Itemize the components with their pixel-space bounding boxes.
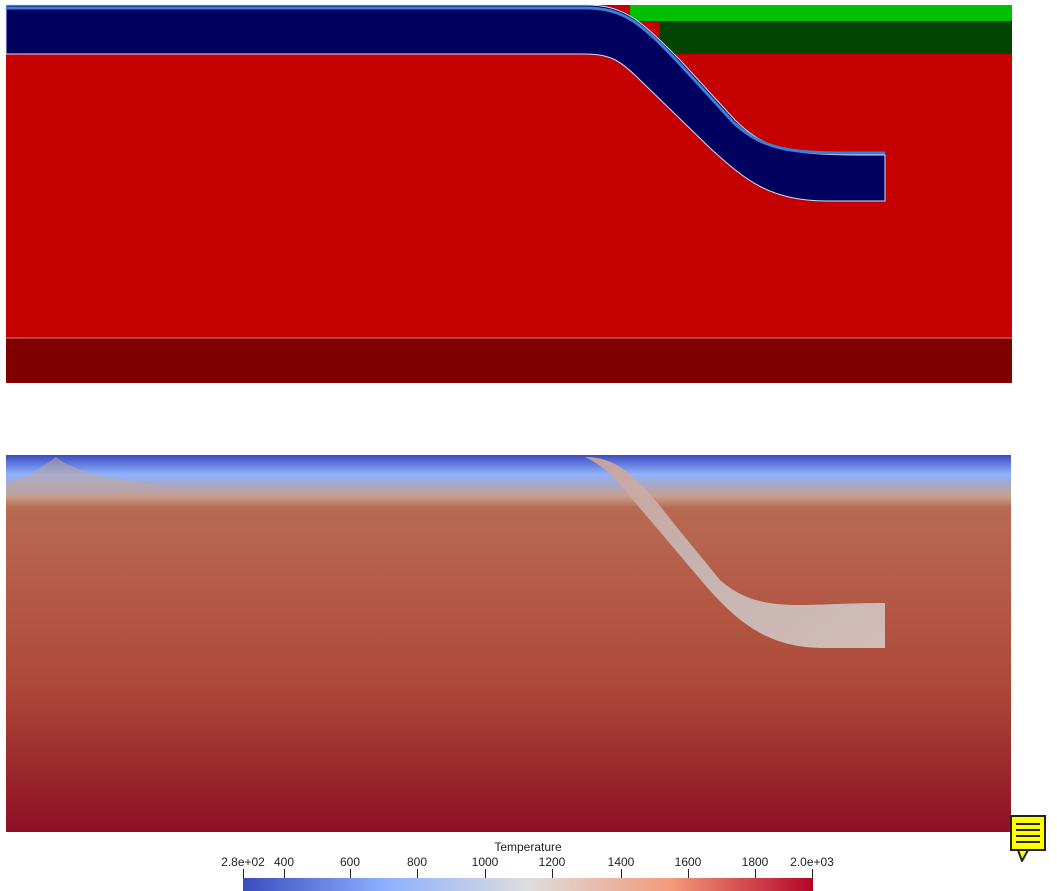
colorbar-tick-mark — [243, 869, 244, 878]
colorbar-tick-label: 2.8e+02 — [221, 855, 265, 869]
colorbar-tick-mark — [688, 869, 689, 878]
slab-region — [5, 4, 886, 202]
colorbar-tick-label: 600 — [339, 855, 361, 869]
colorbar-title: Temperature — [494, 840, 562, 854]
temperature-panel — [6, 455, 1011, 832]
colorbar-tick-mark — [485, 869, 486, 878]
colorbar-gradient — [243, 878, 813, 891]
colorbar-tick-mark — [417, 869, 418, 878]
colorbar-tick-label: 1600 — [674, 855, 702, 869]
colorbar-tick-label: 1000 — [471, 855, 499, 869]
colorbar-tick-mark — [621, 869, 622, 878]
ridge-cusp — [6, 457, 170, 487]
colorbar-tick-label: 1200 — [538, 855, 566, 869]
overriding-plate-region — [660, 21, 1012, 54]
lower-mantle-region — [6, 338, 1012, 383]
colorbar-tick-mark — [552, 869, 553, 878]
colorbar-tick-mark — [812, 869, 813, 878]
slab-top-edge — [6, 6, 886, 155]
colorbar-tick-label: 1400 — [607, 855, 635, 869]
colorbar-tick-label: 400 — [273, 855, 295, 869]
cold-slab-temperature — [585, 457, 885, 648]
crust-top-region — [630, 5, 1012, 21]
composition-panel — [5, 4, 1012, 383]
colorbar-tick-label: 2.0e+03 — [790, 855, 834, 869]
colorbar-tick-mark — [284, 869, 285, 878]
colorbar-tick-label: 1800 — [741, 855, 769, 869]
note-icon[interactable] — [1010, 815, 1046, 863]
colorbar-tick-mark — [350, 869, 351, 878]
colorbar-tick-mark — [755, 869, 756, 878]
colorbar-tick-label: 800 — [406, 855, 428, 869]
